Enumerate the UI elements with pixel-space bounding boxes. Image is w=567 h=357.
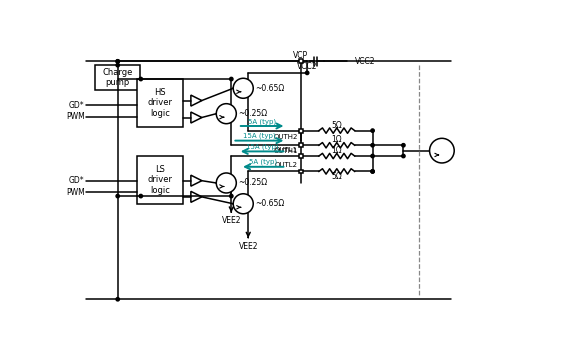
Bar xyxy=(299,143,303,147)
Text: 5A (typ): 5A (typ) xyxy=(249,159,277,165)
Bar xyxy=(299,129,303,132)
Text: VCC2: VCC2 xyxy=(297,62,318,71)
Circle shape xyxy=(139,194,142,198)
Circle shape xyxy=(371,170,374,173)
Text: GD*: GD* xyxy=(69,101,84,110)
Text: PWM: PWM xyxy=(66,112,84,121)
Text: ~0.65Ω: ~0.65Ω xyxy=(256,84,285,93)
Text: 1Ω: 1Ω xyxy=(332,135,342,144)
Text: Charge
pump: Charge pump xyxy=(103,68,133,87)
Text: 15A (typ): 15A (typ) xyxy=(246,144,278,150)
Circle shape xyxy=(230,77,233,81)
Circle shape xyxy=(371,144,374,147)
Circle shape xyxy=(139,77,142,81)
Circle shape xyxy=(116,194,120,198)
Bar xyxy=(299,154,303,158)
Text: HS
driver
logic: HS driver logic xyxy=(147,88,172,118)
Circle shape xyxy=(116,297,120,301)
Bar xyxy=(137,79,183,127)
Circle shape xyxy=(233,194,253,214)
Text: ~0.65Ω: ~0.65Ω xyxy=(256,199,285,208)
Circle shape xyxy=(401,154,405,158)
Text: VEE2: VEE2 xyxy=(222,216,241,225)
Circle shape xyxy=(230,194,233,198)
Circle shape xyxy=(233,78,253,98)
Text: OUTH2: OUTH2 xyxy=(273,134,298,140)
Circle shape xyxy=(371,170,374,173)
Text: VCP: VCP xyxy=(293,51,308,60)
Text: 5A (typ): 5A (typ) xyxy=(248,118,276,125)
Text: PWM: PWM xyxy=(66,188,84,197)
Text: 1Ω: 1Ω xyxy=(332,146,342,155)
Circle shape xyxy=(216,104,236,124)
Text: ~0.25Ω: ~0.25Ω xyxy=(239,178,268,187)
Text: 15A (typ): 15A (typ) xyxy=(243,133,276,139)
Text: OUTL1: OUTL1 xyxy=(275,147,298,153)
Text: ~0.25Ω: ~0.25Ω xyxy=(239,109,268,118)
Text: 5Ω: 5Ω xyxy=(332,121,342,130)
Text: LS
driver
logic: LS driver logic xyxy=(147,165,172,195)
Circle shape xyxy=(216,173,236,193)
Circle shape xyxy=(116,60,120,63)
Text: VEE2: VEE2 xyxy=(239,242,258,251)
Circle shape xyxy=(371,154,374,158)
Bar xyxy=(95,65,140,90)
Text: VCC2: VCC2 xyxy=(355,57,375,66)
Circle shape xyxy=(116,60,120,63)
Text: OUTL2: OUTL2 xyxy=(275,162,298,168)
Circle shape xyxy=(306,71,309,75)
Bar xyxy=(299,59,303,63)
Text: 5Ω: 5Ω xyxy=(332,172,342,181)
Text: OUTH1: OUTH1 xyxy=(273,149,298,155)
Circle shape xyxy=(116,64,120,67)
Bar xyxy=(299,170,303,174)
Text: GD*: GD* xyxy=(69,176,84,185)
Bar xyxy=(137,156,183,204)
Circle shape xyxy=(430,138,454,163)
Circle shape xyxy=(401,144,405,147)
Circle shape xyxy=(371,129,374,132)
